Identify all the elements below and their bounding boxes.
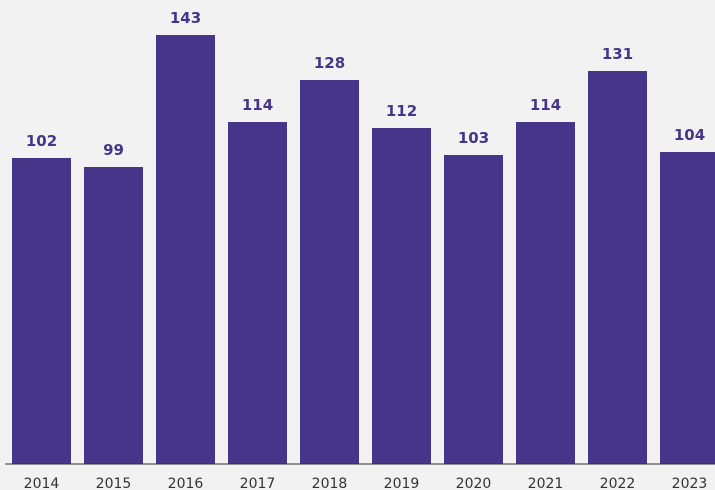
bar-value-label-2015: 99 bbox=[103, 141, 124, 159]
x-tick-label-2017: 2017 bbox=[240, 476, 276, 490]
x-tick-label-2016: 2016 bbox=[168, 476, 204, 490]
bar-value-label-2018: 128 bbox=[314, 54, 345, 72]
bar-2020 bbox=[444, 155, 503, 464]
x-tick-label-2015: 2015 bbox=[96, 476, 132, 490]
bar-value-label-2022: 131 bbox=[602, 45, 633, 63]
x-tick-label-2022: 2022 bbox=[600, 476, 636, 490]
bar-2016 bbox=[156, 35, 215, 464]
bar-2021 bbox=[516, 122, 575, 464]
bar-value-label-2019: 112 bbox=[386, 102, 417, 120]
bar-value-label-2014: 102 bbox=[26, 132, 57, 150]
bar-2023 bbox=[660, 152, 715, 464]
x-tick-label-2020: 2020 bbox=[456, 476, 492, 490]
bar-2014 bbox=[12, 158, 71, 464]
x-tick-label-2019: 2019 bbox=[384, 476, 420, 490]
bar-2019 bbox=[372, 128, 431, 464]
bar-2018 bbox=[300, 80, 359, 464]
bar-value-label-2021: 114 bbox=[530, 96, 561, 114]
bars-group bbox=[12, 35, 715, 464]
x-tick-label-2021: 2021 bbox=[528, 476, 564, 490]
bar-2022 bbox=[588, 71, 647, 464]
bar-2015 bbox=[84, 167, 143, 464]
value-labels-group: 102 99 143 114 128 112 103 114 131 104 bbox=[26, 9, 705, 159]
bar-value-label-2020: 103 bbox=[458, 129, 489, 147]
bar-value-label-2017: 114 bbox=[242, 96, 273, 114]
bar-value-label-2023: 104 bbox=[674, 126, 705, 144]
bar-2017 bbox=[228, 122, 287, 464]
x-tick-labels-group: 2014 2015 2016 2017 2018 2019 2020 2021 2022 2023 bbox=[24, 476, 708, 490]
x-tick-label-2023: 2023 bbox=[672, 476, 708, 490]
x-tick-label-2014: 2014 bbox=[24, 476, 60, 490]
bar-value-label-2016: 143 bbox=[170, 9, 201, 27]
x-tick-label-2018: 2018 bbox=[312, 476, 348, 490]
